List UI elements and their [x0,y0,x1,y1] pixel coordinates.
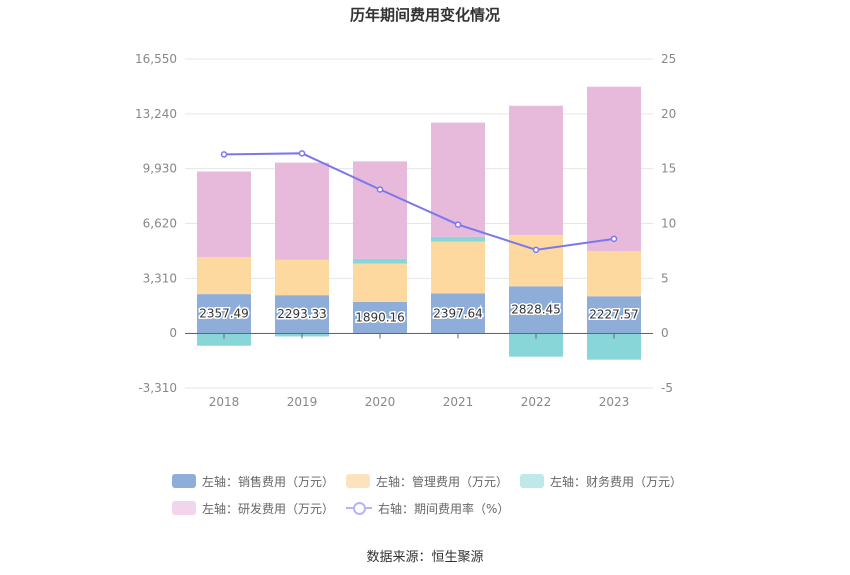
x-axis-tick-label: 2023 [599,395,630,409]
bar-segment [275,295,329,334]
rate-point [220,151,228,158]
legend-swatch [172,474,196,488]
x-axis-tick-label: 2021 [443,395,474,409]
legend-label: 左轴：财务费用（万元） [550,474,683,489]
chart-title: 历年期间费用变化情况 [349,6,500,24]
right-axis-tick-label: 15 [661,162,676,176]
left-axis-tick-label: 13,240 [135,107,177,121]
legend-item[interactable]: 右轴：期间费用率（%） [346,499,509,517]
x-axis-tick-label: 2020 [365,395,396,409]
bar-data-label: 2293.33 [277,307,327,321]
gridlines [185,58,653,389]
left-axis-tick-label: 0 [169,326,177,340]
legend-item[interactable]: 左轴：销售费用（万元） [172,472,334,490]
data-labels: 2357.49 2293.33 1890.16 2397.64 2828.45 2227.… [198,301,641,326]
bar-segment [275,162,329,260]
legend: 左轴：销售费用（万元） 左轴：管理费用（万元） 左轴：财务费用（万元） 左轴：研发费用… [172,472,732,526]
bar-segment [197,257,251,295]
left-axis-tick-label: -3,310 [138,381,177,395]
bar-segment [587,296,641,334]
bar-segment [431,293,485,334]
bar-segment [587,86,641,252]
data-source: 数据来源：恒生聚源 [366,550,484,565]
right-axis-tick-label: 5 [661,271,669,285]
bar-segment [197,333,251,346]
right-axis-tick-label: -5 [661,381,673,395]
rate-point [298,150,306,157]
rate-point [376,186,384,193]
left-axis-tick-label: 16,550 [135,52,177,66]
bar-segment [431,241,485,294]
right-axis-tick-label: 0 [661,326,669,340]
right-axis-tick-label: 25 [661,52,676,66]
x-axis-tick-label: 2019 [287,395,318,409]
right-axis-tick-label: 10 [661,217,676,231]
bar-segment [587,251,641,297]
legend-item[interactable]: 左轴：财务费用（万元） [520,472,682,490]
bar-series [197,86,641,360]
bar-segment [353,258,407,264]
legend-label: 左轴：研发费用（万元） [202,501,335,516]
bar-data-label: 2397.64 [433,306,483,320]
legend-label: 左轴：销售费用（万元） [202,474,335,489]
right-axis-tick-label: 20 [661,107,676,121]
bar-data-label: 2227.57 [589,308,639,322]
legend-swatch [172,501,196,515]
bar-segment [431,122,485,237]
bar-segment [353,161,407,259]
rate-line [223,152,615,251]
legend-item[interactable]: 左轴：研发费用（万元） [172,499,334,517]
bar-data-label: 1890.16 [355,311,405,325]
bar-segment [197,294,251,334]
axes: 16,550 13,240 9,930 6,620 3,310 0 -3,310 25 20 15… [135,52,676,409]
legend-swatch [346,474,371,488]
bar-segment [509,105,563,235]
legend-item[interactable]: 左轴：管理费用（万元） [346,472,508,490]
bar-segment [431,236,485,242]
bar-segment [509,286,563,334]
bar-segment [353,301,407,334]
rate-line-series [220,150,618,254]
bar-segment [353,263,407,302]
x-axis-tick-label: 2018 [209,395,240,409]
bar-data-label: 2357.49 [199,307,249,321]
rate-point [610,235,618,243]
legend-label: 左轴：管理费用（万元） [376,474,509,489]
legend-line-swatch [346,501,373,515]
left-axis-tick-label: 3,310 [143,271,177,285]
bar-segment [509,333,563,357]
left-axis-tick-label: 9,930 [143,162,177,176]
legend-swatch [520,474,545,488]
bar-data-label: 2828.45 [511,303,561,317]
rate-point [454,221,462,228]
left-axis-tick-label: 6,620 [143,217,177,231]
bar-segment [197,171,251,258]
rate-point [532,246,540,254]
x-axis-tick-label: 2022 [521,395,552,409]
bar-segment [275,259,329,296]
legend-label: 右轴：期间费用率（%） [378,501,510,516]
